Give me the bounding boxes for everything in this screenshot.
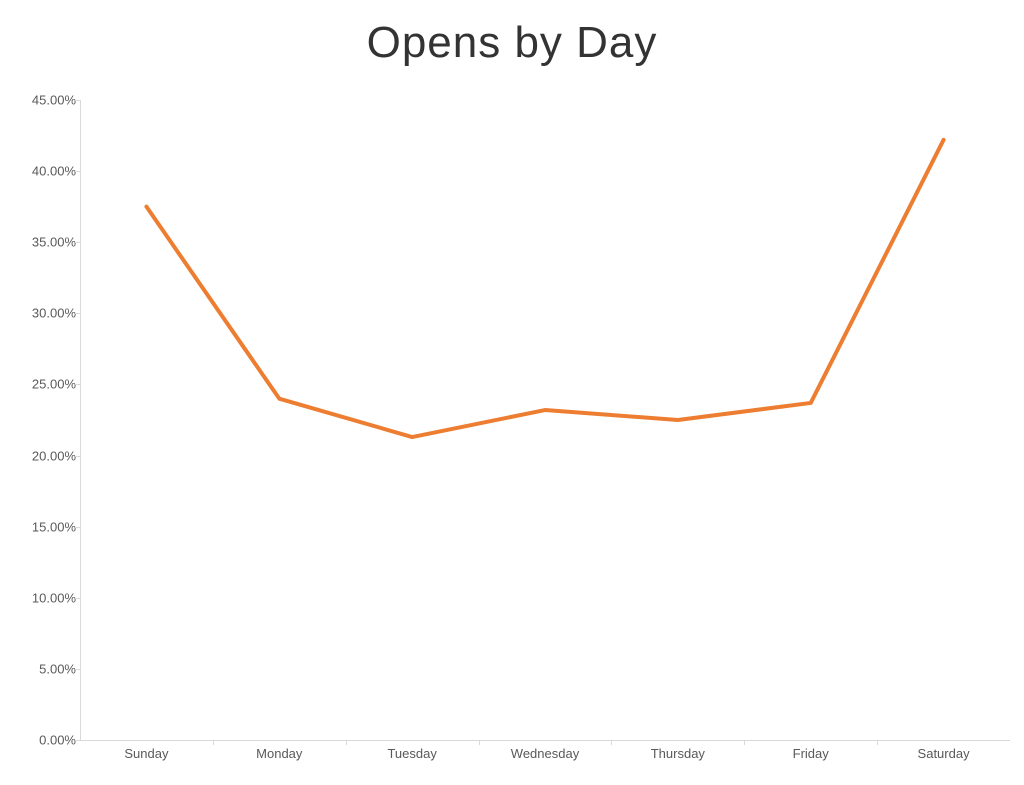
x-tick (611, 740, 612, 745)
y-axis-label: 40.00% (32, 164, 76, 179)
y-axis-label: 30.00% (32, 306, 76, 321)
x-axis-label: Saturday (918, 746, 970, 761)
chart-title: Opens by Day (0, 0, 1024, 68)
y-axis-label: 10.00% (32, 590, 76, 605)
x-tick (213, 740, 214, 745)
line-chart-svg (80, 100, 1010, 740)
x-tick (479, 740, 480, 745)
y-axis-label: 5.00% (39, 661, 76, 676)
x-axis-label: Friday (793, 746, 829, 761)
x-axis-label: Thursday (651, 746, 705, 761)
x-tick (346, 740, 347, 745)
x-axis-line (80, 740, 1010, 741)
y-tick (75, 740, 80, 741)
y-axis-label: 25.00% (32, 377, 76, 392)
y-axis-label: 45.00% (32, 93, 76, 108)
y-axis-label: 0.00% (39, 733, 76, 748)
x-tick (744, 740, 745, 745)
y-axis-label: 15.00% (32, 519, 76, 534)
y-axis-label: 35.00% (32, 235, 76, 250)
x-axis-label: Wednesday (511, 746, 579, 761)
x-tick (877, 740, 878, 745)
x-axis-label: Tuesday (387, 746, 436, 761)
x-axis-label: Monday (256, 746, 302, 761)
x-axis-label: Sunday (124, 746, 168, 761)
chart-container: 0.00% 5.00% 10.00% 15.00% 20.00% 25.00% 30.00%… (0, 90, 1024, 785)
y-axis-label: 20.00% (32, 448, 76, 463)
